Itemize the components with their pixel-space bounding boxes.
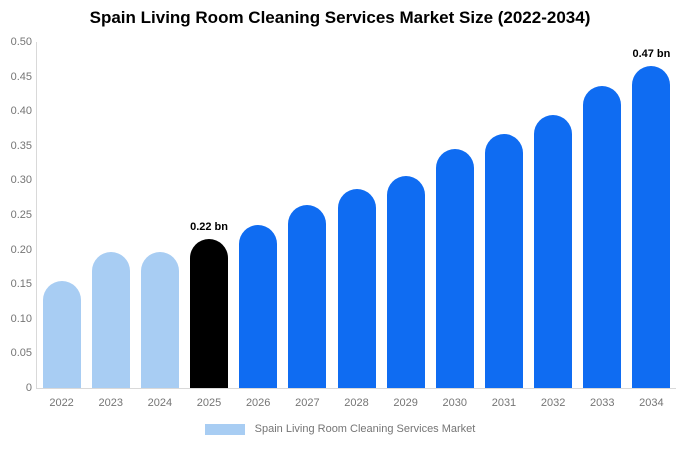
- y-tick-label: 0.45: [10, 70, 32, 83]
- chart-title: Spain Living Room Cleaning Services Mark…: [89, 8, 591, 27]
- legend-swatch[interactable]: [204, 423, 245, 435]
- x-tick-label-2023: 2023: [98, 397, 123, 409]
- y-tick-label: 0.25: [10, 209, 32, 221]
- y-tick-label: 0.35: [10, 139, 32, 152]
- x-tick-label-2033: 2033: [590, 397, 615, 409]
- y-tick-label: 0.20: [10, 243, 32, 256]
- x-tick-label-2025: 2025: [196, 397, 222, 409]
- bar-2034[interactable]: [632, 65, 671, 388]
- x-tick-label-2022: 2022: [49, 397, 74, 409]
- x-tick-label-2029: 2029: [393, 397, 418, 409]
- x-tick-label-2031: 2031: [491, 397, 517, 409]
- bar-2031[interactable]: [484, 134, 523, 388]
- x-tick-label-2030: 2030: [442, 397, 468, 409]
- bar-2024[interactable]: [140, 252, 179, 388]
- plot-area: 0 0.05 0.10 0.15 0.20 0.25 0.30 0.35 0.40 0.45 0.5…: [11, 36, 676, 409]
- x-tick-label-2027: 2027: [295, 397, 320, 409]
- y-tick-label: 0.40: [10, 105, 32, 118]
- bar-2033[interactable]: [583, 85, 622, 388]
- x-tick-label-2026: 2026: [245, 397, 271, 409]
- bar-2025[interactable]: [190, 239, 229, 388]
- legend: Spain Living Room Cleaning Services Mark…: [0, 423, 680, 435]
- bar-value-label-2025: 0.22 bn: [190, 221, 228, 234]
- x-tick-label-2028: 2028: [344, 397, 369, 409]
- bar-2030[interactable]: [435, 149, 474, 388]
- y-tick-label: 0.15: [10, 278, 32, 291]
- y-tick-label: 0.30: [10, 174, 32, 187]
- y-tick-label: 0.10: [10, 312, 32, 325]
- y-tick-label: 0: [25, 382, 32, 394]
- y-tick-label: 0.05: [10, 347, 32, 360]
- bar-2022[interactable]: [42, 280, 81, 388]
- y-tick-label: 0.50: [10, 36, 32, 48]
- bar-2029[interactable]: [386, 176, 425, 388]
- bar-value-label-2034: 0.47 bn: [632, 47, 671, 60]
- bar-2027[interactable]: [288, 204, 327, 388]
- bar-2028[interactable]: [337, 189, 376, 388]
- x-tick-label-2034: 2034: [639, 397, 664, 409]
- x-tick-label-2024: 2024: [147, 397, 173, 409]
- bar-2023[interactable]: [91, 251, 130, 388]
- bar-2032[interactable]: [534, 114, 573, 388]
- bar-2026[interactable]: [239, 225, 278, 388]
- x-tick-label-2032: 2032: [540, 397, 566, 409]
- legend-label[interactable]: Spain Living Room Cleaning Services Mark…: [254, 423, 476, 435]
